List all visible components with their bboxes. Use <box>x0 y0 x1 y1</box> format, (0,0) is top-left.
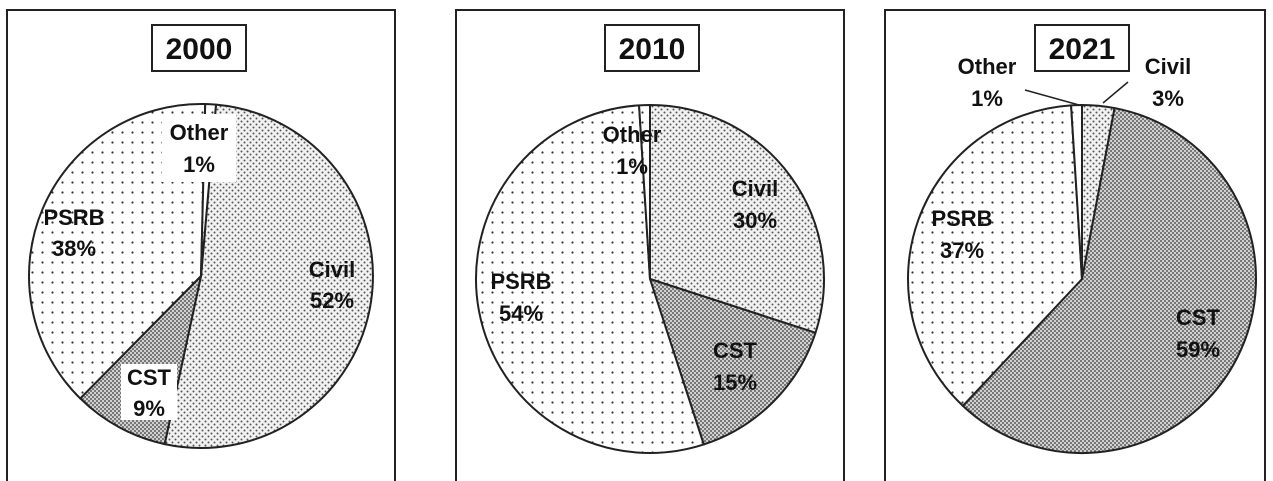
chart-title: 2000 <box>166 33 233 66</box>
slice-label-psrb: PSRB <box>43 205 104 230</box>
panel-2010: 2010 Civil 30% CST 15% PSRB 54% Other 1% <box>455 9 845 481</box>
slice-label-other: Other <box>603 122 662 147</box>
panel-2000: 2000 Civil 52% CST 9% PSRB 38% Other 1% <box>6 9 396 481</box>
slice-value-cst: 15% <box>713 370 757 395</box>
pie-slices <box>28 103 374 449</box>
title-box <box>1034 24 1130 72</box>
chart-title: 2010 <box>619 33 686 66</box>
slice-value-psrb: 37% <box>940 238 984 263</box>
chart-title: 2021 <box>1049 33 1116 66</box>
slice-value-civil: 30% <box>733 208 777 233</box>
slice-label-psrb: PSRB <box>490 269 551 294</box>
pie-slice-psrb <box>475 104 705 454</box>
slice-value-civil: 52% <box>310 288 354 313</box>
slice-value-other: 1% <box>971 86 1003 111</box>
leader-line-civil <box>1102 81 1129 104</box>
slice-label-other: Other <box>958 54 1017 79</box>
slice-value-cst: 9% <box>133 396 165 421</box>
slice-value-psrb: 54% <box>499 301 543 326</box>
title-box <box>604 24 700 72</box>
slice-value-other: 1% <box>183 152 215 177</box>
slice-label-other: Other <box>170 120 229 145</box>
slice-value-other: 1% <box>616 154 648 179</box>
pie-slice-psrb <box>906 104 1083 407</box>
slice-value-civil: 3% <box>1152 86 1184 111</box>
label-backdrop-other <box>162 114 236 182</box>
pie-slice-civil <box>649 104 825 334</box>
pie-slices <box>906 103 1258 454</box>
title-box <box>151 24 247 72</box>
slice-label-cst: CST <box>713 338 758 363</box>
pie-slice-civil <box>163 103 374 449</box>
slice-value-cst: 59% <box>1176 337 1220 362</box>
pie-slice-psrb <box>28 103 207 400</box>
label-backdrop-cst <box>121 364 177 420</box>
slice-label-psrb: PSRB <box>931 206 992 231</box>
pie-slice-other <box>638 103 651 280</box>
slice-label-civil: Civil <box>1145 54 1191 79</box>
pie-slices <box>475 103 825 454</box>
slice-label-civil: Civil <box>309 257 355 282</box>
pie-slice-cst <box>961 107 1258 454</box>
slice-label-cst: CST <box>1176 305 1221 330</box>
panel-2021: 2021 Civil 3% CST 59% PSRB 37% Other 1% <box>884 9 1266 481</box>
slice-value-psrb: 38% <box>52 236 96 261</box>
slice-label-cst: CST <box>127 365 172 390</box>
leader-line-other <box>1024 89 1080 106</box>
slice-label-civil: Civil <box>732 176 778 201</box>
